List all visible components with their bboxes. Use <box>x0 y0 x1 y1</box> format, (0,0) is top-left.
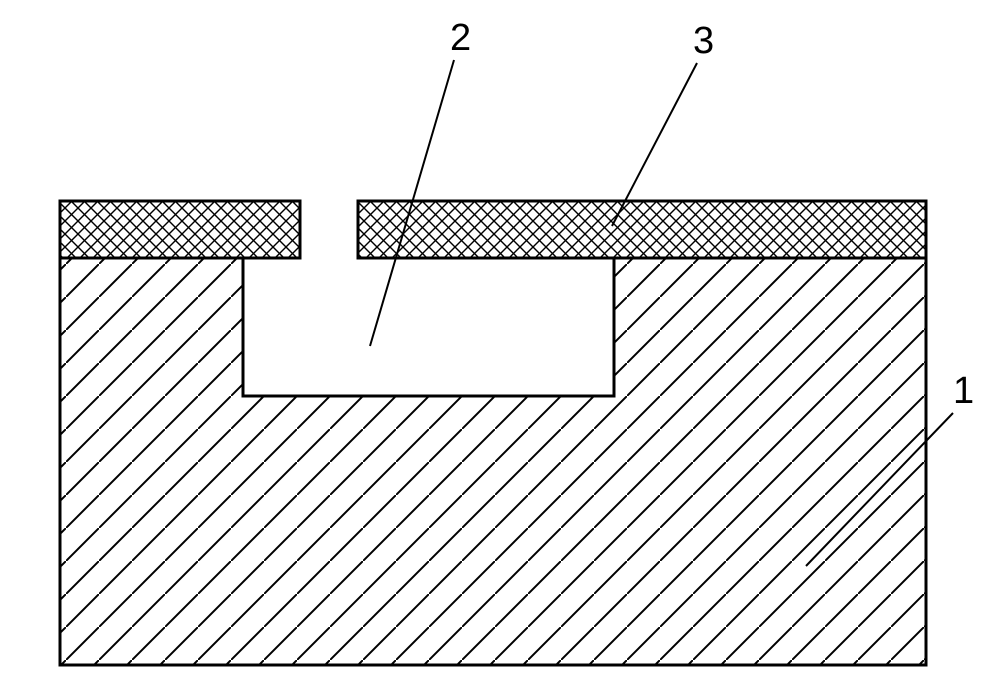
top-layer-right <box>358 201 926 258</box>
callout-label-1: 1 <box>953 370 974 412</box>
callout-label-3: 3 <box>693 20 714 62</box>
substrate-region <box>60 258 926 665</box>
cross-section-diagram: 1 2 3 <box>0 0 1000 685</box>
top-layer-left <box>60 201 300 258</box>
callout-label-2: 2 <box>450 17 471 59</box>
